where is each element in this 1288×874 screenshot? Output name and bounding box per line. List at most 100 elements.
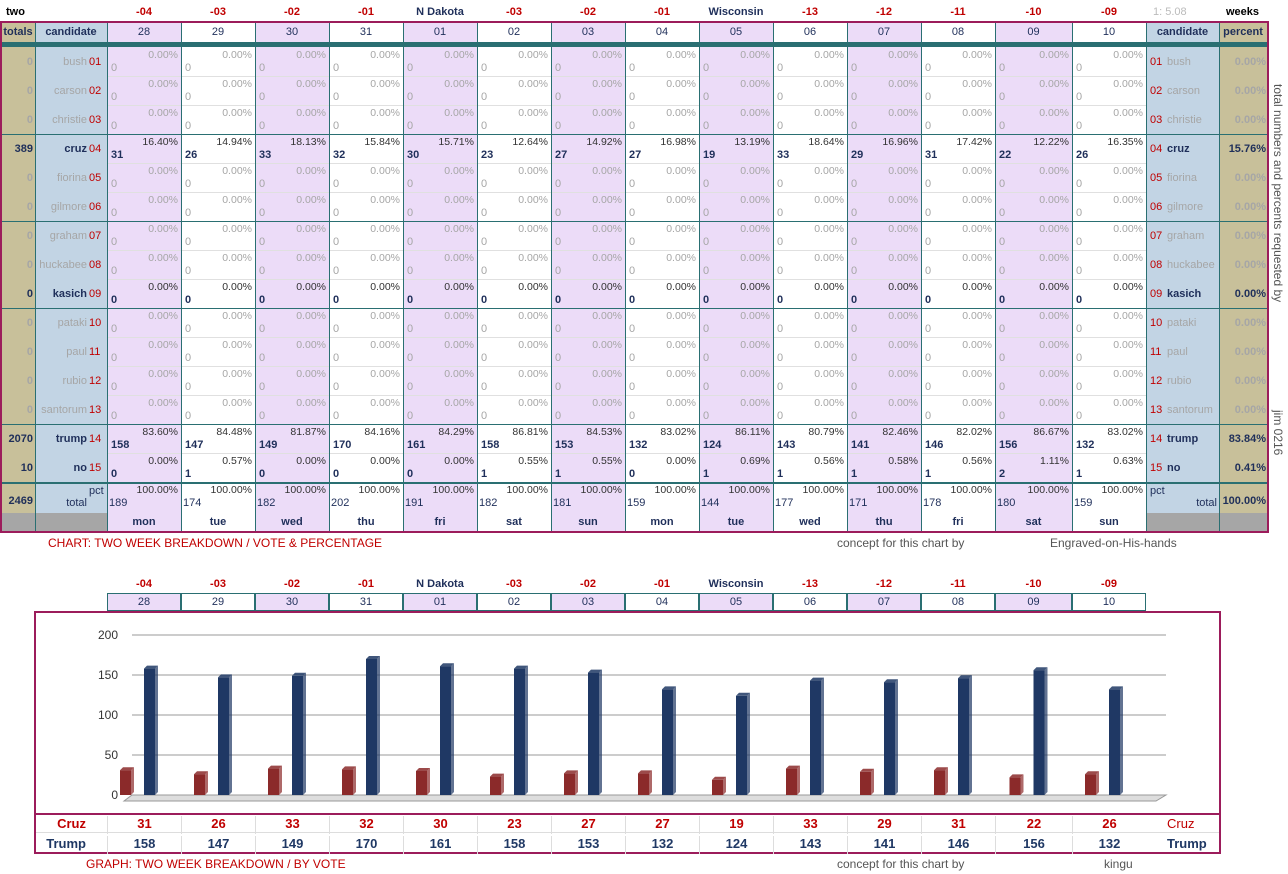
day-count: 0 bbox=[555, 265, 562, 277]
row-separator bbox=[107, 105, 1146, 106]
day-percent: 83.02% bbox=[660, 426, 696, 438]
column-divider bbox=[1219, 22, 1220, 532]
row-separator bbox=[107, 76, 1146, 77]
day-count: 26 bbox=[1076, 149, 1089, 161]
graph-top-label: -09 bbox=[1101, 578, 1117, 590]
day-percent: 0.00% bbox=[1113, 165, 1143, 177]
series-label-left: Trump bbox=[46, 836, 86, 851]
day-total: 180 bbox=[997, 497, 1016, 509]
cruz-bar bbox=[638, 773, 649, 795]
trump-bar bbox=[588, 672, 599, 795]
cruz-bar-top bbox=[194, 771, 208, 775]
candidate-right-column-bg bbox=[1146, 43, 1219, 513]
day-percent: 0.00% bbox=[666, 455, 696, 467]
header-totals-cell: totals bbox=[1, 22, 35, 42]
candidate-number: 03 bbox=[89, 114, 102, 126]
graph-top-label: -03 bbox=[506, 578, 522, 590]
day-count: 0 bbox=[185, 207, 192, 219]
day-percent: 0.00% bbox=[592, 339, 622, 351]
day-count: 0 bbox=[851, 178, 858, 190]
day-count: 0 bbox=[111, 91, 118, 103]
day-count: 0 bbox=[925, 62, 932, 74]
day-percent: 0.00% bbox=[1113, 252, 1143, 264]
day-percent: 0.00% bbox=[148, 165, 178, 177]
day-count: 2 bbox=[999, 468, 1006, 480]
value-row-separator bbox=[36, 832, 1219, 833]
day-percent: 0.00% bbox=[1039, 49, 1069, 61]
row-separator bbox=[107, 453, 1146, 454]
day-count: 0 bbox=[481, 381, 488, 393]
day-count: 0 bbox=[333, 120, 340, 132]
day-count: 0 bbox=[185, 120, 192, 132]
graph-concept-label: concept for this chart by bbox=[837, 857, 965, 871]
day-total-percent: 100.00% bbox=[358, 484, 400, 496]
day-percent: 84.29% bbox=[438, 426, 474, 438]
trump-value: 141 bbox=[847, 836, 921, 854]
day-count: 0 bbox=[703, 91, 710, 103]
cruz-bar-top bbox=[564, 770, 578, 774]
day-percent: 0.00% bbox=[888, 107, 918, 119]
day-percent: 0.00% bbox=[1113, 368, 1143, 380]
day-percent: 0.00% bbox=[370, 455, 400, 467]
day-percent: 0.00% bbox=[740, 223, 770, 235]
row-separator bbox=[107, 395, 1146, 396]
day-percent: 0.00% bbox=[1113, 397, 1143, 409]
candidate-total: 0 bbox=[26, 114, 33, 126]
day-count: 0 bbox=[999, 207, 1006, 219]
day-total: 174 bbox=[183, 497, 202, 509]
header-day-cell: 02 bbox=[477, 22, 551, 42]
day-count: 0 bbox=[703, 178, 710, 190]
day-percent: 0.00% bbox=[518, 78, 548, 90]
trump-bar bbox=[810, 680, 821, 795]
cruz-bar-side bbox=[575, 770, 578, 795]
graph-top-label: -02 bbox=[284, 578, 300, 590]
candidate-total: 0 bbox=[26, 346, 33, 358]
candidate-name-right: christie bbox=[1167, 114, 1202, 126]
day-count: 0 bbox=[1076, 91, 1083, 103]
trump-value: 132 bbox=[625, 836, 699, 854]
day-percent: 0.00% bbox=[814, 339, 844, 351]
trump-bar-side bbox=[155, 665, 158, 795]
trump-bar-side bbox=[895, 679, 898, 795]
day-total-percent: 100.00% bbox=[506, 484, 548, 496]
vertical-note: total numbers and percents requested by bbox=[1271, 84, 1285, 303]
day-percent: 0.55% bbox=[592, 455, 622, 467]
candidate-total: 0 bbox=[26, 375, 33, 387]
day-count: 0 bbox=[629, 120, 636, 132]
day-count: 0 bbox=[481, 62, 488, 74]
candidate-name: fiorina bbox=[57, 172, 87, 184]
top-column-label: -01 bbox=[654, 6, 670, 18]
candidate-name-right: santorum bbox=[1167, 404, 1213, 416]
candidate-name-right: graham bbox=[1167, 230, 1205, 242]
pct-label: pct bbox=[89, 485, 104, 497]
candidate-number: 04 bbox=[89, 143, 102, 155]
candidate-percent: 0.00% bbox=[1234, 172, 1266, 184]
day-count: 0 bbox=[629, 91, 636, 103]
day-percent: 0.00% bbox=[814, 310, 844, 322]
totals-column-bg bbox=[1, 43, 35, 513]
header-day-cell: 31 bbox=[329, 22, 403, 42]
y-tick-label: 150 bbox=[98, 668, 118, 682]
day-count: 0 bbox=[555, 91, 562, 103]
day-count: 0 bbox=[111, 265, 118, 277]
day-count: 0 bbox=[407, 410, 414, 422]
trump-bar bbox=[440, 666, 451, 795]
day-count: 0 bbox=[925, 120, 932, 132]
day-divider bbox=[477, 22, 478, 532]
group-separator bbox=[1, 424, 1267, 425]
day-count: 0 bbox=[111, 381, 118, 393]
day-count: 0 bbox=[999, 91, 1006, 103]
day-count: 0 bbox=[555, 381, 562, 393]
day-count: 0 bbox=[333, 91, 340, 103]
cruz-bar-top bbox=[342, 766, 356, 770]
day-percent: 0.00% bbox=[666, 165, 696, 177]
weekday-cell: tue bbox=[181, 513, 255, 531]
cruz-value: 33 bbox=[255, 816, 329, 834]
header-percent-cell: percent bbox=[1219, 22, 1267, 42]
day-percent: 86.11% bbox=[735, 426, 770, 438]
day-percent: 0.58% bbox=[888, 455, 918, 467]
trump-bar bbox=[1109, 689, 1120, 795]
day-percent: 0.00% bbox=[148, 107, 178, 119]
day-count: 0 bbox=[111, 207, 118, 219]
day-total: 177 bbox=[775, 497, 794, 509]
